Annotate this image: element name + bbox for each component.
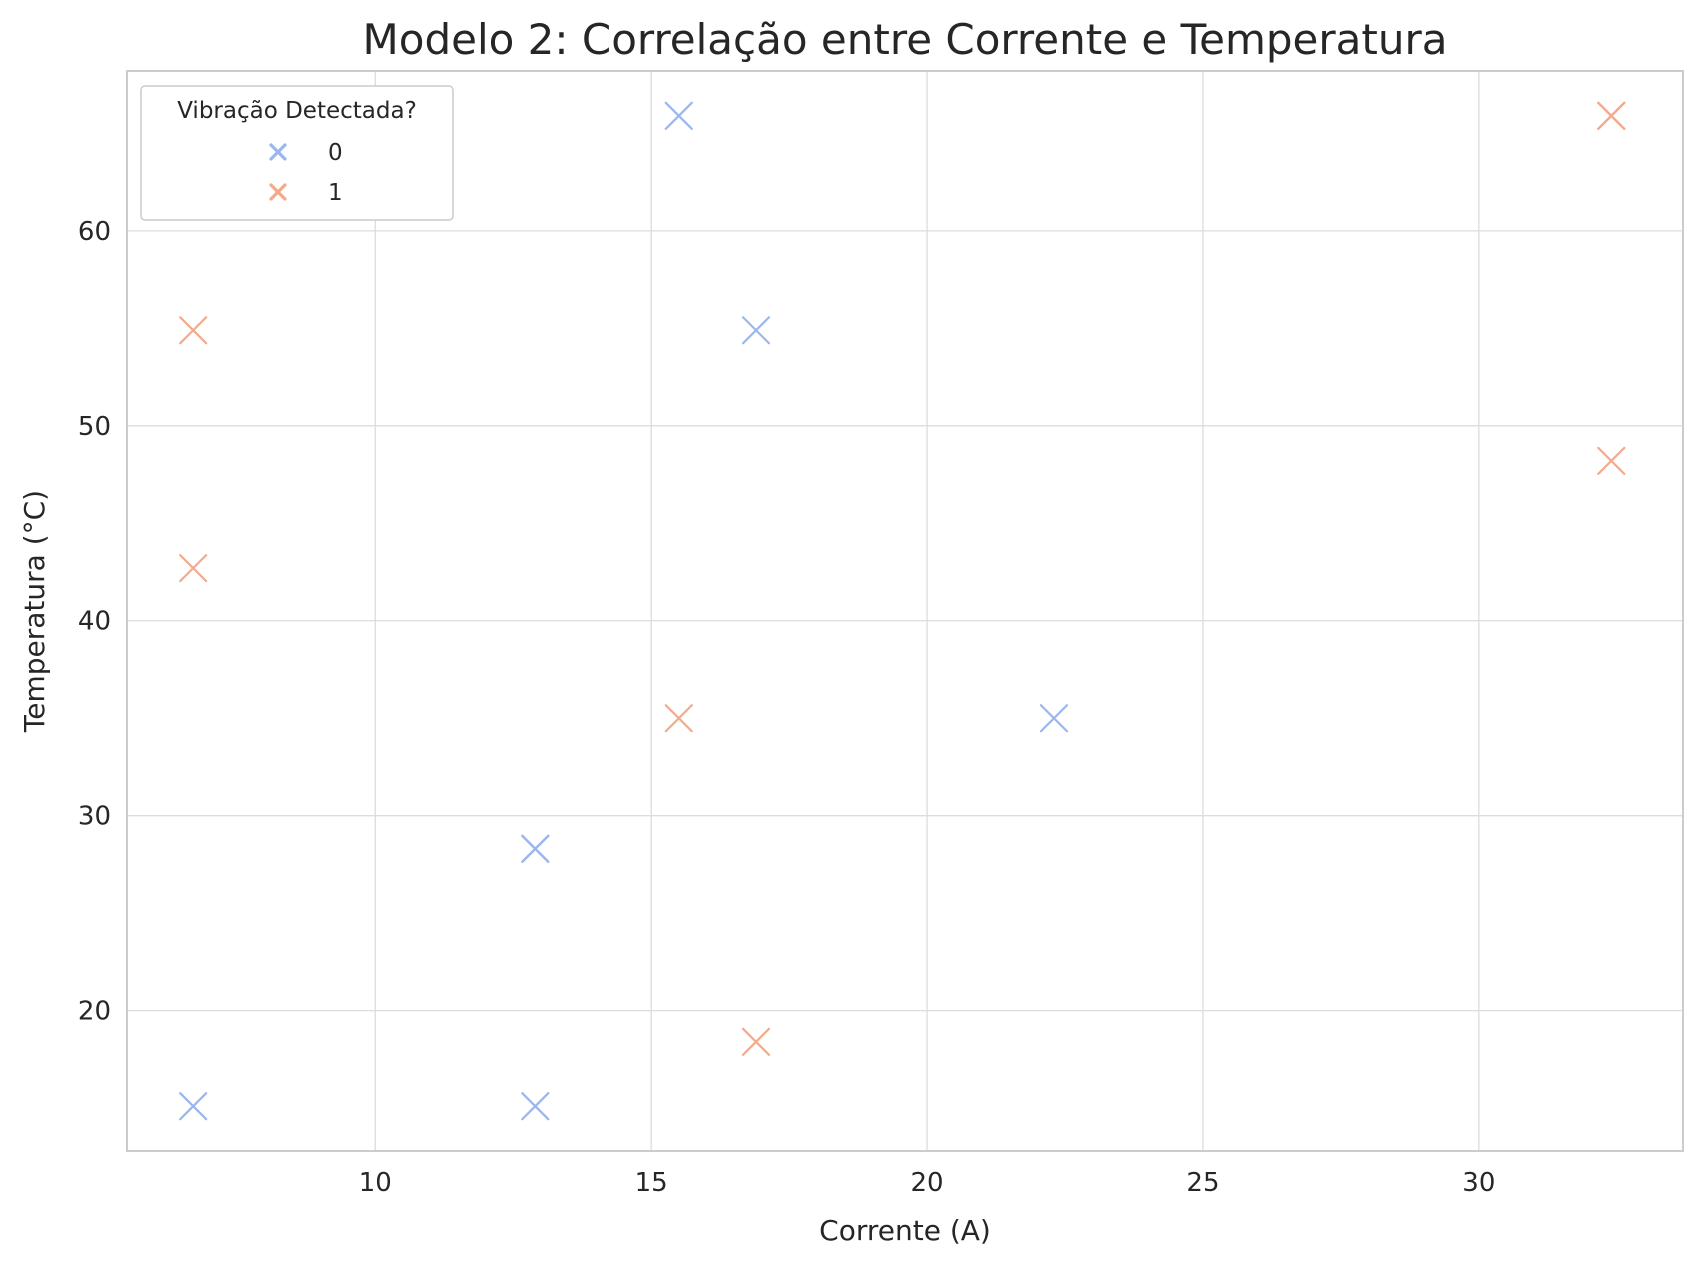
legend-marker-0-icon [269, 143, 287, 161]
y-tick-label: 50 [78, 412, 111, 442]
data-point-series-1 [741, 1027, 771, 1056]
x-axis-title: Corrente (A) [819, 1214, 991, 1247]
x-tick-label: 25 [1186, 1168, 1219, 1198]
legend: Vibração Detectada? 01 [140, 85, 454, 221]
y-tick-label: 20 [78, 997, 111, 1027]
y-axis-title: Temperatura (°C) [18, 490, 51, 733]
legend-box [140, 85, 454, 221]
legend-label-0: 0 [328, 140, 343, 166]
y-axis-ticks: 20 30 40 50 60 [78, 217, 111, 1027]
legend-marker-1-icon [269, 183, 287, 201]
x-tick-label: 15 [635, 1168, 668, 1198]
data-point-series-1 [664, 704, 693, 733]
data-point-series-1 [179, 316, 208, 345]
data-point-series-0 [741, 316, 771, 345]
data-point-series-0 [521, 1092, 550, 1121]
chart-title: Modelo 2: Correlação entre Corrente e Te… [363, 15, 1448, 64]
y-tick-label: 30 [78, 802, 111, 832]
data-point-series-1 [1597, 101, 1626, 130]
data-point-series-0 [1039, 704, 1069, 733]
y-tick-label: 60 [78, 217, 111, 247]
data-point-series-0 [179, 1092, 208, 1121]
data-point-series-0 [664, 101, 693, 130]
grid [127, 71, 1683, 1151]
x-axis-ticks: 10 15 20 25 30 [359, 1168, 1496, 1198]
legend-title: Vibração Detectada? [177, 98, 417, 124]
legend-label-1: 1 [328, 180, 343, 206]
y-tick-label: 40 [78, 607, 111, 637]
x-tick-label: 20 [911, 1168, 944, 1198]
data-points [179, 101, 1626, 1121]
data-point-series-1 [1597, 446, 1626, 475]
data-point-series-1 [179, 554, 208, 583]
data-point-series-0 [521, 834, 550, 863]
x-tick-label: 10 [359, 1168, 392, 1198]
legend-entries: 01 [269, 140, 343, 206]
plot-frame [126, 70, 1684, 1152]
x-tick-label: 30 [1462, 1168, 1495, 1198]
